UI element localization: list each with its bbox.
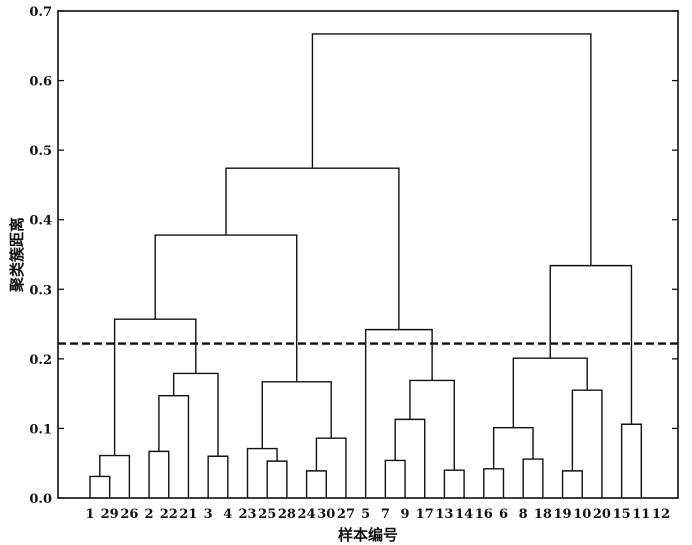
y-tick-label: 0.0 bbox=[29, 492, 52, 507]
x-tick-label: 19 bbox=[554, 507, 572, 522]
dendrogram-link bbox=[89, 475, 111, 498]
x-tick-label: 1 bbox=[85, 507, 94, 522]
y-tick-label: 0.4 bbox=[29, 214, 52, 229]
x-tick-label: 25 bbox=[258, 507, 276, 522]
x-tick-label: 30 bbox=[317, 507, 335, 522]
x-tick-label: 23 bbox=[238, 507, 256, 522]
x-tick-label: 26 bbox=[120, 507, 138, 522]
x-tick-label: 5 bbox=[361, 507, 370, 522]
dendrogram-link bbox=[311, 33, 592, 266]
y-axis-title: 聚类簇距离 bbox=[8, 217, 26, 293]
y-tick-label: 0.1 bbox=[29, 422, 52, 437]
y-tick-label: 0.7 bbox=[29, 5, 52, 20]
y-tick-label: 0.5 bbox=[29, 144, 52, 159]
x-tick-label: 21 bbox=[179, 507, 197, 522]
x-tick-label: 4 bbox=[223, 507, 232, 522]
dendrogram-link bbox=[443, 469, 465, 498]
dendrogram-link bbox=[522, 458, 544, 498]
x-tick-label: 18 bbox=[534, 507, 552, 522]
dendrogram-link bbox=[154, 234, 298, 382]
dendrogram-link bbox=[305, 470, 327, 498]
dendrogram-link bbox=[158, 395, 190, 498]
dendrogram-link bbox=[549, 264, 633, 425]
x-tick-label: 7 bbox=[381, 507, 390, 522]
dendrogram-link bbox=[492, 427, 534, 469]
x-tick-label: 27 bbox=[337, 507, 355, 522]
plot-frame bbox=[57, 10, 679, 499]
dendrogram-link bbox=[620, 423, 643, 498]
x-tick-label: 6 bbox=[499, 507, 508, 522]
dendrogram-link bbox=[561, 470, 583, 498]
x-tick-label: 17 bbox=[416, 507, 434, 522]
x-tick-label: 14 bbox=[455, 507, 473, 522]
dendrogram-link bbox=[246, 447, 278, 498]
dendrogram-link bbox=[512, 357, 588, 428]
x-tick-label: 12 bbox=[652, 507, 670, 522]
x-tick-label: 10 bbox=[573, 507, 591, 522]
dendrogram-link bbox=[364, 328, 433, 498]
x-tick-label: 24 bbox=[298, 507, 316, 522]
x-tick-label: 28 bbox=[278, 507, 296, 522]
x-tick-label: 22 bbox=[160, 507, 178, 522]
dendrogram-link bbox=[315, 437, 347, 498]
dendrogram-link bbox=[571, 389, 603, 498]
x-tick-label: 29 bbox=[101, 507, 119, 522]
x-tick-label: 20 bbox=[593, 507, 611, 522]
dendrogram-link bbox=[148, 450, 170, 498]
x-tick-label: 9 bbox=[401, 507, 410, 522]
x-tick-label: 15 bbox=[613, 507, 631, 522]
dendrogram-link bbox=[384, 459, 406, 498]
x-tick-label: 8 bbox=[519, 507, 528, 522]
dendrogram-link bbox=[225, 167, 400, 330]
y-tick-label: 0.3 bbox=[29, 283, 52, 298]
dendrogram-link bbox=[113, 318, 197, 456]
x-tick-label: 11 bbox=[632, 507, 650, 522]
dendrogram-link bbox=[261, 381, 332, 449]
dendrogram-link bbox=[394, 418, 426, 498]
dendrogram-link bbox=[483, 468, 505, 498]
y-tick-label: 0.2 bbox=[29, 353, 52, 368]
dendrogram-link bbox=[266, 460, 288, 498]
dendrogram-link bbox=[409, 379, 455, 471]
x-tick-label: 16 bbox=[475, 507, 493, 522]
x-tick-label: 3 bbox=[204, 507, 213, 522]
dendrogram-link bbox=[207, 455, 229, 498]
y-tick-label: 0.6 bbox=[29, 75, 52, 90]
x-tick-label: 13 bbox=[435, 507, 453, 522]
x-axis-title: 样本编号 bbox=[338, 526, 398, 544]
dendrogram-link bbox=[172, 372, 219, 457]
x-tick-label: 2 bbox=[145, 507, 154, 522]
